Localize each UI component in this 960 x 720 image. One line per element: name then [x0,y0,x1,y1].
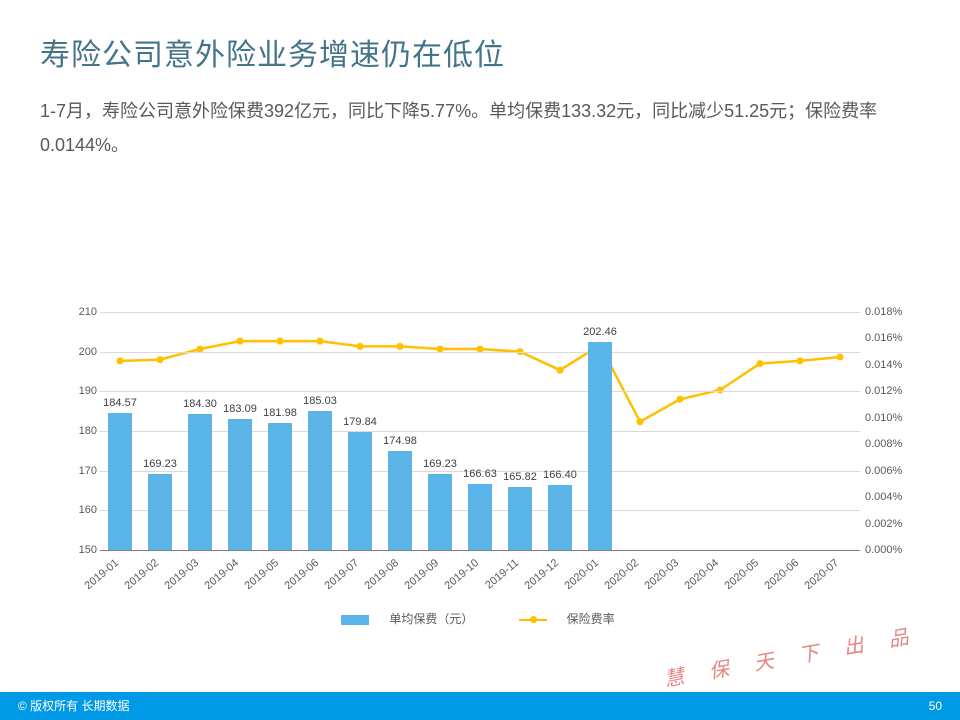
bar [468,484,492,550]
bar [548,485,572,550]
y2-tick-label: 0.002% [865,518,915,530]
bar [588,342,612,550]
x-tick-label: 2020-05 [722,557,761,592]
gridline [100,391,860,392]
y1-tick-label: 170 [55,465,97,477]
x-tick-label: 2019-06 [282,557,321,592]
line-marker [117,357,124,364]
gridline [100,312,860,313]
x-tick-label: 2019-04 [202,557,241,592]
legend-line: 保险费率 [519,612,629,626]
page-number: 50 [929,692,942,720]
y2-tick-label: 0.010% [865,412,915,424]
line-marker [277,338,284,345]
x-tick-label: 2019-02 [122,557,161,592]
x-tick-label: 2019-12 [522,557,561,592]
bar-value-label: 185.03 [303,395,337,407]
line-marker [637,418,644,425]
bar [388,451,412,550]
combo-chart: 184.57 169.23 184.30 183.09 181.98 185.03 179.… [55,300,915,630]
bar-value-label: 166.40 [543,469,577,481]
x-tick-label: 2019-09 [402,557,441,592]
bar-value-label: 169.23 [423,458,457,470]
chart-legend: 单均保费（元） 保险费率 [55,610,915,627]
line-marker [397,343,404,350]
legend-bar: 单均保费（元） [341,612,487,626]
bar-value-label: 166.63 [463,468,497,480]
line-marker [357,343,364,350]
line-marker [157,356,164,363]
copyright: © 版权所有 长期数据 [18,699,130,713]
y2-tick-label: 0.018% [865,306,915,318]
y2-tick-label: 0.006% [865,465,915,477]
gridline [100,431,860,432]
y1-tick-label: 150 [55,544,97,556]
x-tick-label: 2020-06 [762,557,801,592]
gridline [100,550,860,551]
x-tick-label: 2020-04 [682,557,721,592]
x-tick-label: 2019-08 [362,557,401,592]
bar [148,474,172,550]
line-marker [677,396,684,403]
bar-value-label: 184.30 [183,398,217,410]
x-tick-label: 2019-10 [442,557,481,592]
bar [308,411,332,550]
slide: 寿险公司意外险业务增速仍在低位 1-7月，寿险公司意外险保费392亿元，同比下降… [0,0,960,720]
bar [188,414,212,550]
y1-tick-label: 180 [55,425,97,437]
line-marker [237,338,244,345]
bar-value-label: 181.98 [263,407,297,419]
y1-tick-label: 160 [55,504,97,516]
bar-value-label: 202.46 [583,326,617,338]
footer-bar: © 版权所有 长期数据 50 [0,692,960,720]
bar [268,423,292,550]
plot-area: 184.57 169.23 184.30 183.09 181.98 185.03 179.… [100,312,860,550]
bar-value-label: 169.23 [143,458,177,470]
y2-tick-label: 0.016% [865,332,915,344]
bar [108,413,132,550]
x-tick-label: 2019-03 [162,557,201,592]
bar [428,474,452,550]
bar-value-label: 174.98 [383,435,417,447]
line-marker [797,357,804,364]
bar-swatch-icon [341,615,369,625]
x-tick-label: 2019-07 [322,557,361,592]
line-marker [717,387,724,394]
legend-bar-label: 单均保费（元） [389,612,473,626]
line-marker [757,360,764,367]
page-title: 寿险公司意外险业务增速仍在低位 [0,0,960,86]
x-tick-label: 2020-02 [602,557,641,592]
line-marker [557,367,564,374]
y1-tick-label: 190 [55,385,97,397]
page-description: 1-7月，寿险公司意外险保费392亿元，同比下降5.77%。单均保费133.32… [0,86,960,162]
y1-tick-label: 200 [55,346,97,358]
x-tick-label: 2020-03 [642,557,681,592]
y1-tick-label: 210 [55,306,97,318]
bar [508,487,532,550]
x-tick-label: 2020-07 [802,557,841,592]
y2-tick-label: 0.000% [865,544,915,556]
bar-value-label: 179.84 [343,416,377,428]
y2-tick-label: 0.012% [865,385,915,397]
y2-tick-label: 0.008% [865,438,915,450]
bar [228,419,252,550]
bar-value-label: 165.82 [503,471,537,483]
y2-tick-label: 0.004% [865,491,915,503]
x-tick-label: 2020-01 [562,557,601,592]
gridline [100,352,860,353]
legend-line-label: 保险费率 [567,612,615,626]
bar [348,432,372,550]
line-swatch-icon [519,615,547,625]
bar-value-label: 183.09 [223,403,257,415]
x-tick-label: 2019-05 [242,557,281,592]
x-tick-label: 2019-11 [483,557,521,592]
y2-tick-label: 0.014% [865,359,915,371]
x-tick-label: 2019-01 [82,557,121,592]
line-marker [317,338,324,345]
bar-value-label: 184.57 [103,397,137,409]
line-marker [837,353,844,360]
